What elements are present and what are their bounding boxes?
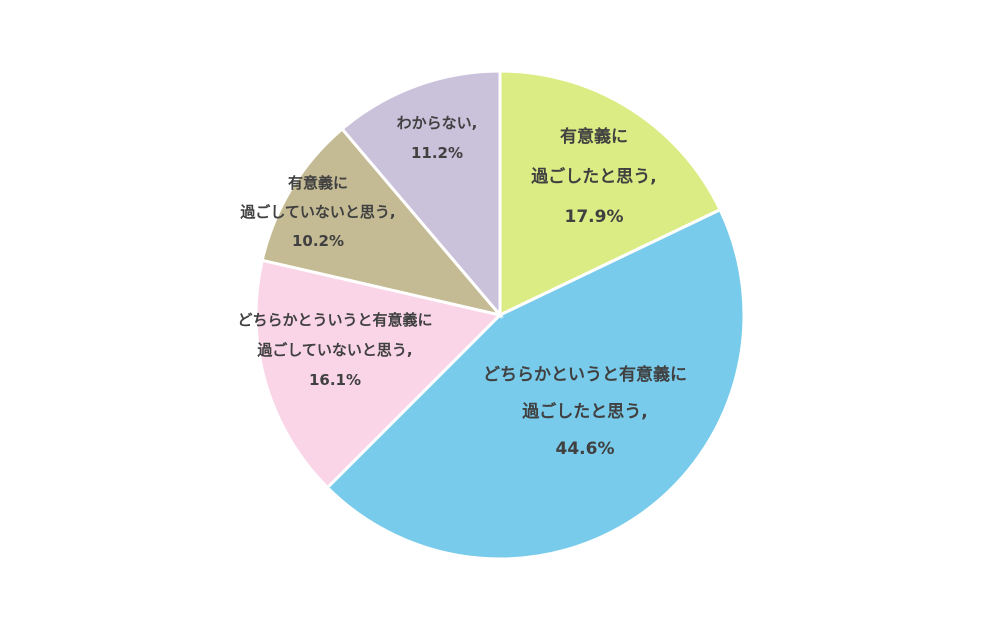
slice-category-label: 過ごしていないと思う, (239, 203, 395, 221)
slice-percent-label: 10.2% (292, 232, 344, 250)
slice-category-label: 有意義に (288, 174, 348, 192)
slice-percent-label: 11.2% (411, 144, 463, 162)
pie-slice-label-1: 有意義に過ごしたと思う, 17.9% (531, 126, 656, 227)
pie-slice-label-3: どちらかとういうと有意義に過ごしていないと思う, 16.1% (237, 311, 432, 389)
pie-slice-label-4: 有意義に過ごしていないと思う, 10.2% (239, 174, 395, 250)
pie-labels: 有意義に過ごしたと思う, 17.9%どちらかというと有意義に過ごしたと思う, 44.… (237, 114, 687, 459)
pie-slice-4 (260, 126, 505, 318)
slice-percent-label: 16.1% (309, 371, 361, 389)
slice-category-label: 過ごしていないと思う, (256, 341, 412, 359)
slice-category-label: 有意義に (560, 126, 628, 147)
slice-category-label: 過ごしたと思う, (522, 401, 647, 422)
slice-category-label: どちらかとういうと有意義に (237, 311, 432, 329)
pie-slice-5 (340, 69, 502, 320)
slice-category-label: 過ごしたと思う, (531, 166, 656, 187)
slice-category-label: どちらかというと有意義に (483, 364, 687, 385)
slice-percent-label: 17.9% (565, 207, 624, 227)
pie-slice-1 (498, 69, 723, 318)
slice-category-label: わからない, (397, 114, 478, 132)
pie-slice-3 (254, 258, 503, 490)
pie-slices (254, 69, 746, 561)
pie-slice-2 (325, 207, 746, 561)
pie-slice-label-5: わからない, 11.2% (397, 114, 478, 162)
slice-percent-label: 44.6% (556, 439, 615, 459)
pie-slice-label-2: どちらかというと有意義に過ごしたと思う, 44.6% (483, 364, 687, 459)
